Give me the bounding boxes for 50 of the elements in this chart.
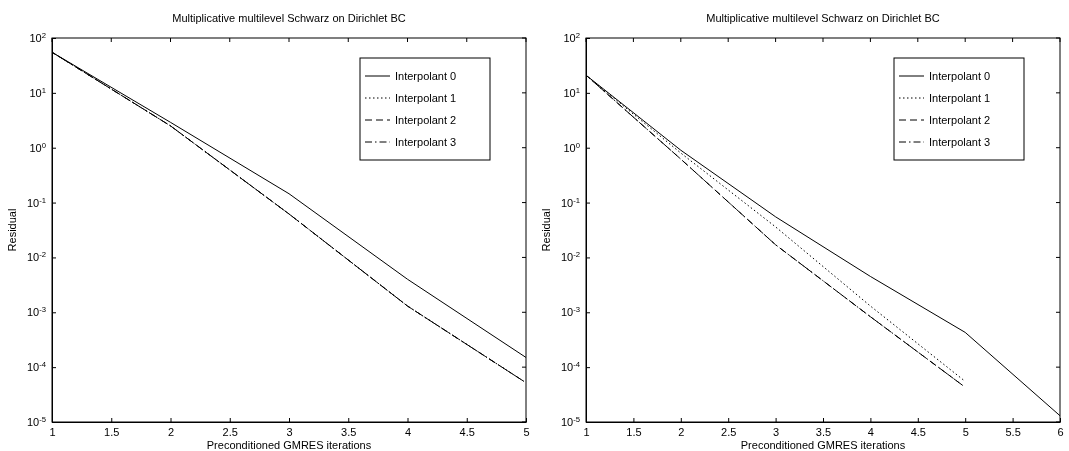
- x-tick-label: 3: [286, 425, 293, 438]
- chart-title: Multiplicative multilevel Schwarz on Dirichlet BC: [706, 12, 940, 24]
- y-tick-label: 10$^{0}$: [563, 140, 580, 154]
- y-tick-label: 10$^{-2}$: [560, 249, 580, 264]
- x-tick-label: 3.5: [341, 425, 357, 438]
- y-tick-label: 10$^{-4}$: [26, 359, 47, 374]
- y-tick-label: 10$^{-5}$: [560, 414, 580, 429]
- x-tick-label: 3.5: [815, 425, 832, 438]
- legend-label: Interpolant 1: [929, 92, 991, 104]
- legend-label: Interpolant 3: [929, 136, 991, 148]
- x-tick-label: 2.5: [721, 425, 737, 438]
- x-tick-label: 1: [49, 425, 56, 438]
- y-tick-label: 10$^{-2}$: [26, 249, 46, 264]
- y-tick-label: 10$^{-1}$: [26, 195, 46, 209]
- legend-label: Interpolant 0: [395, 70, 457, 82]
- y-axis-title: Residual: [6, 208, 18, 252]
- x-tick-label: 4.5: [910, 425, 926, 438]
- x-tick-label: 5: [523, 425, 530, 438]
- x-tick-label: 2: [167, 425, 175, 438]
- y-tick-label: 10$^{-5}$: [26, 414, 46, 429]
- x-tick-label: 1: [583, 425, 590, 438]
- x-axis-title: Preconditioned GMRES iterations: [206, 439, 372, 451]
- y-tick-label: 10$^{1}$: [29, 85, 46, 99]
- x-tick-label: 1.5: [104, 425, 120, 438]
- chart-title: Multiplicative multilevel Schwarz on Dirichlet BC: [172, 12, 406, 24]
- x-tick-label: 2: [678, 425, 685, 438]
- y-tick-label: 10$^{-3}$: [560, 304, 580, 319]
- y-tick-label: 10$^{-4}$: [560, 359, 581, 374]
- x-tick-label: 1.5: [626, 425, 642, 438]
- x-tick-label: 4: [867, 425, 874, 438]
- legend-label: Interpolant 0: [929, 70, 991, 82]
- x-tick-label: 4.5: [459, 425, 475, 438]
- legend-label: Interpolant 3: [395, 136, 457, 148]
- y-tick-label: 10$^{2}$: [563, 30, 580, 45]
- x-tick-label: 2.5: [222, 425, 238, 438]
- x-tick-label: 5.5: [1005, 425, 1021, 438]
- legend-label: Interpolant 2: [395, 114, 457, 126]
- x-tick-label: 6: [1057, 425, 1064, 438]
- legend-label: Interpolant 2: [929, 114, 991, 126]
- y-tick-label: 10$^{0}$: [29, 140, 46, 154]
- x-axis-title: Preconditioned GMRES iterations: [740, 439, 906, 451]
- y-tick-label: 10$^{1}$: [563, 85, 580, 99]
- y-tick-label: 10$^{-1}$: [560, 195, 580, 209]
- y-axis-title: Residual: [540, 208, 552, 252]
- x-tick-label: 5: [962, 425, 969, 438]
- x-tick-label: 4: [404, 425, 412, 438]
- y-tick-label: 10$^{2}$: [29, 30, 46, 45]
- legend-label: Interpolant 1: [395, 92, 457, 104]
- x-tick-label: 3: [773, 425, 780, 438]
- y-tick-label: 10$^{-3}$: [26, 304, 46, 319]
